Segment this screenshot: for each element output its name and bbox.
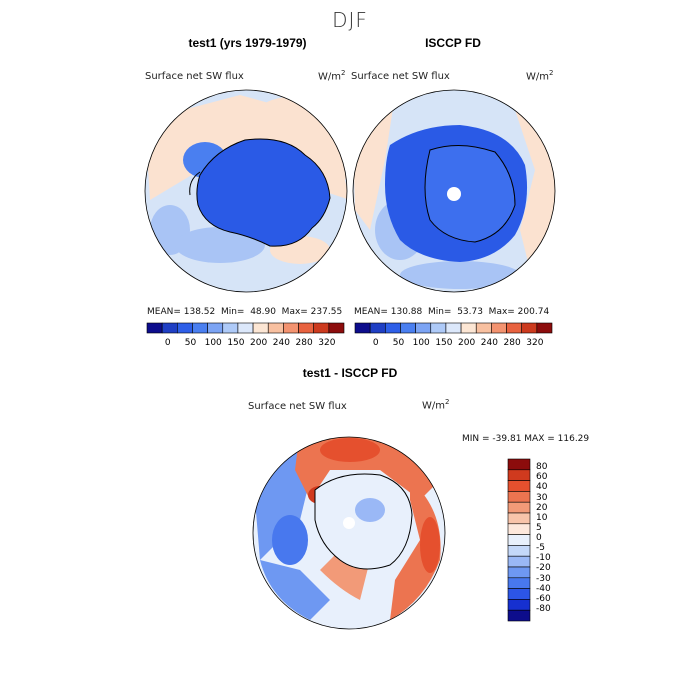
- diff-variable-label: Surface net SW flux: [248, 401, 347, 412]
- panel-1-stats: MEAN= 138.52 Min= 48.90 Max= 237.55: [147, 307, 342, 317]
- colorbar-tick-label: 30: [536, 493, 547, 503]
- colorbar-test1-swatch: [208, 323, 223, 333]
- colorbar-tick-label: 50: [178, 338, 202, 348]
- colorbar-test1-swatch: [314, 323, 329, 333]
- colorbar-test1-swatch: [223, 323, 238, 333]
- colorbar-difference-swatch: [508, 610, 530, 621]
- diff-minmax: MIN = -39.81 MAX = 116.29: [462, 434, 589, 444]
- colorbar-test1-swatch: [329, 323, 344, 333]
- colorbar-difference-swatch: [508, 567, 530, 578]
- colorbar-isccp-swatch: [370, 323, 385, 333]
- colorbar-tick-label: 0: [364, 338, 388, 348]
- colorbar-tick-label: 10: [536, 513, 547, 523]
- colorbar-tick-label: 320: [523, 338, 547, 348]
- colorbar-tick-label: 0: [536, 533, 542, 543]
- colorbar-tick-label: 20: [536, 503, 547, 513]
- colorbar-difference-swatch: [508, 556, 530, 567]
- colorbar-isccp-ticks: 0 50 100 150 200 240 280 320: [353, 338, 553, 350]
- colorbar-tick-label: -5: [536, 543, 545, 553]
- colorbar-tick-label: 60: [536, 472, 547, 482]
- colorbar-test1-swatch: [238, 323, 253, 333]
- colorbar-tick-label: -40: [536, 584, 551, 594]
- colorbar-difference-swatch: [508, 535, 530, 546]
- colorbar-difference-swatch: [508, 589, 530, 600]
- colorbar-tick-label: 200: [455, 338, 479, 348]
- colorbar-difference-swatch: [508, 578, 530, 589]
- colorbar-difference-swatch: [508, 524, 530, 535]
- colorbar-isccp: [355, 323, 552, 333]
- colorbar-tick-label: 280: [500, 338, 524, 348]
- colorbar-test1-swatch: [299, 323, 314, 333]
- diff-title: test1 - ISCCP FD: [250, 366, 450, 380]
- colorbar-difference-swatch: [508, 459, 530, 470]
- colorbar-difference: [508, 459, 530, 621]
- colorbar-tick-label: 100: [201, 338, 225, 348]
- colorbar-difference-swatch: [508, 545, 530, 556]
- colorbar-tick-label: 320: [315, 338, 339, 348]
- colorbar-isccp-swatch: [416, 323, 431, 333]
- colorbar-tick-label: 50: [386, 338, 410, 348]
- colorbar-test1-swatch: [147, 323, 162, 333]
- colorbar-tick-label: -60: [536, 594, 551, 604]
- colorbar-isccp-swatch: [385, 323, 400, 333]
- colorbar-test1-swatch: [192, 323, 207, 333]
- colorbar-difference-ticks: 80 60 40 30 20 10 5 0 -5 -10 -20 -30 -40 -60 -80: [534, 458, 574, 623]
- panel-2-stats: MEAN= 130.88 Min= 53.73 Max= 200.74: [354, 307, 549, 317]
- colorbar-tick-label: 150: [432, 338, 456, 348]
- colorbar-test1-ticks: 0 50 100 150 200 240 280 320: [145, 338, 345, 350]
- map-isccp: [353, 90, 556, 292]
- colorbar-difference-swatch: [508, 502, 530, 513]
- colorbar-test1-swatch: [162, 323, 177, 333]
- colorbar-isccp-swatch: [476, 323, 491, 333]
- colorbar-test1-swatch: [253, 323, 268, 333]
- colorbar-tick-label: -30: [536, 574, 551, 584]
- colorbar-tick-label: 80: [536, 462, 547, 472]
- colorbar-difference-swatch: [508, 599, 530, 610]
- colorbar-tick-label: 0: [156, 338, 180, 348]
- diff-units: W/m2: [422, 398, 449, 411]
- colorbar-tick-label: 40: [536, 482, 547, 492]
- colorbar-isccp-swatch: [537, 323, 552, 333]
- colorbar-tick-label: -80: [536, 604, 551, 614]
- colorbar-tick-label: 280: [292, 338, 316, 348]
- colorbar-isccp-swatch: [461, 323, 476, 333]
- map-difference: [253, 426, 445, 629]
- colorbar-tick-label: 100: [409, 338, 433, 348]
- colorbar-tick-label: 5: [536, 523, 542, 533]
- colorbar-isccp-swatch: [522, 323, 537, 333]
- colorbar-test1: [147, 323, 344, 333]
- colorbar-test1-swatch: [283, 323, 298, 333]
- colorbar-tick-label: 240: [477, 338, 501, 348]
- colorbar-isccp-swatch: [491, 323, 506, 333]
- colorbar-test1-swatch: [268, 323, 283, 333]
- colorbar-difference-swatch: [508, 481, 530, 492]
- colorbar-isccp-swatch: [355, 323, 370, 333]
- colorbar-difference-swatch: [508, 470, 530, 481]
- colorbar-tick-label: -10: [536, 553, 551, 563]
- colorbar-isccp-swatch: [431, 323, 446, 333]
- colorbar-tick-label: -20: [536, 563, 551, 573]
- figure-canvas: [0, 0, 700, 700]
- colorbar-tick-label: 150: [224, 338, 248, 348]
- colorbar-isccp-swatch: [446, 323, 461, 333]
- colorbar-tick-label: 200: [247, 338, 271, 348]
- colorbar-isccp-swatch: [400, 323, 415, 333]
- colorbar-difference-swatch: [508, 491, 530, 502]
- colorbar-isccp-swatch: [507, 323, 522, 333]
- colorbar-test1-swatch: [177, 323, 192, 333]
- colorbar-difference-swatch: [508, 513, 530, 524]
- colorbar-tick-label: 240: [269, 338, 293, 348]
